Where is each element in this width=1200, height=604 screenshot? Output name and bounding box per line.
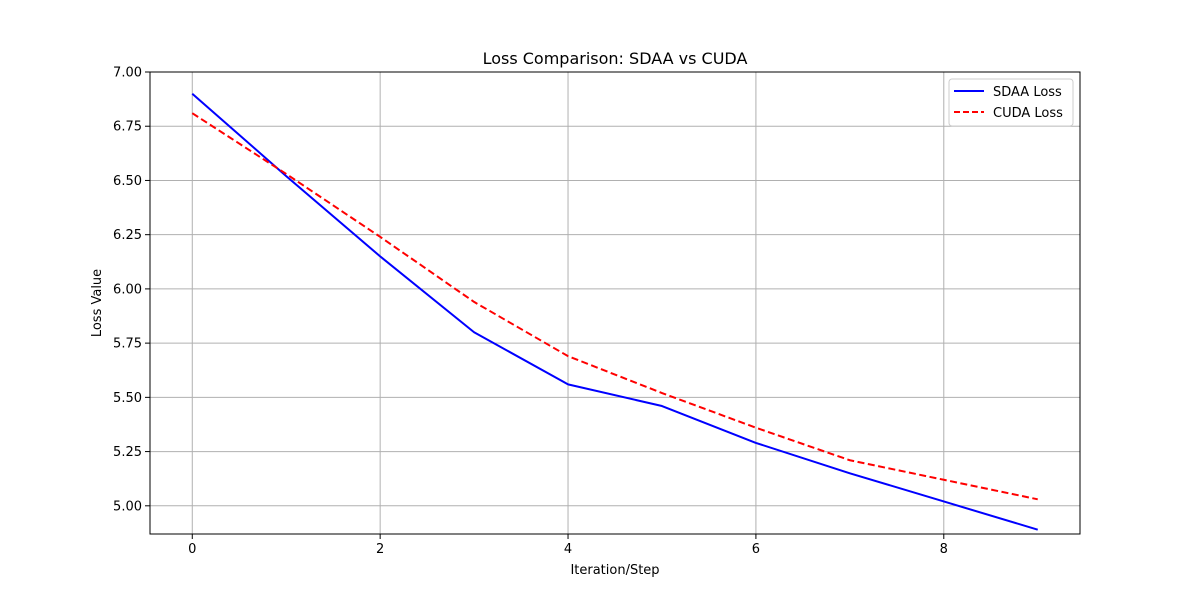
y-tick-label: 6.00 [113, 282, 142, 297]
chart-title: Loss Comparison: SDAA vs CUDA [483, 49, 748, 68]
x-tick-label: 2 [376, 542, 384, 557]
y-tick-label: 5.25 [113, 445, 142, 460]
x-axis-label: Iteration/Step [570, 563, 659, 578]
x-tick-label: 8 [940, 542, 948, 557]
x-tick-label: 0 [188, 542, 196, 557]
legend-label-cuda: CUDA Loss [993, 106, 1063, 121]
x-tick-label: 4 [564, 542, 572, 557]
y-tick-label: 5.75 [113, 337, 142, 352]
x-tick-label: 6 [752, 542, 760, 557]
legend-label-sdaa: SDAA Loss [993, 85, 1062, 100]
y-tick-label: 6.25 [113, 228, 142, 243]
legend: SDAA Loss CUDA Loss [949, 79, 1073, 126]
y-axis-label: Loss Value [90, 269, 105, 337]
y-tick-label: 6.75 [113, 120, 142, 135]
y-tick-label: 5.00 [113, 499, 142, 514]
y-tick-label: 6.50 [113, 174, 142, 189]
y-tick-label: 5.50 [113, 391, 142, 406]
y-tick-label: 7.00 [113, 66, 142, 81]
